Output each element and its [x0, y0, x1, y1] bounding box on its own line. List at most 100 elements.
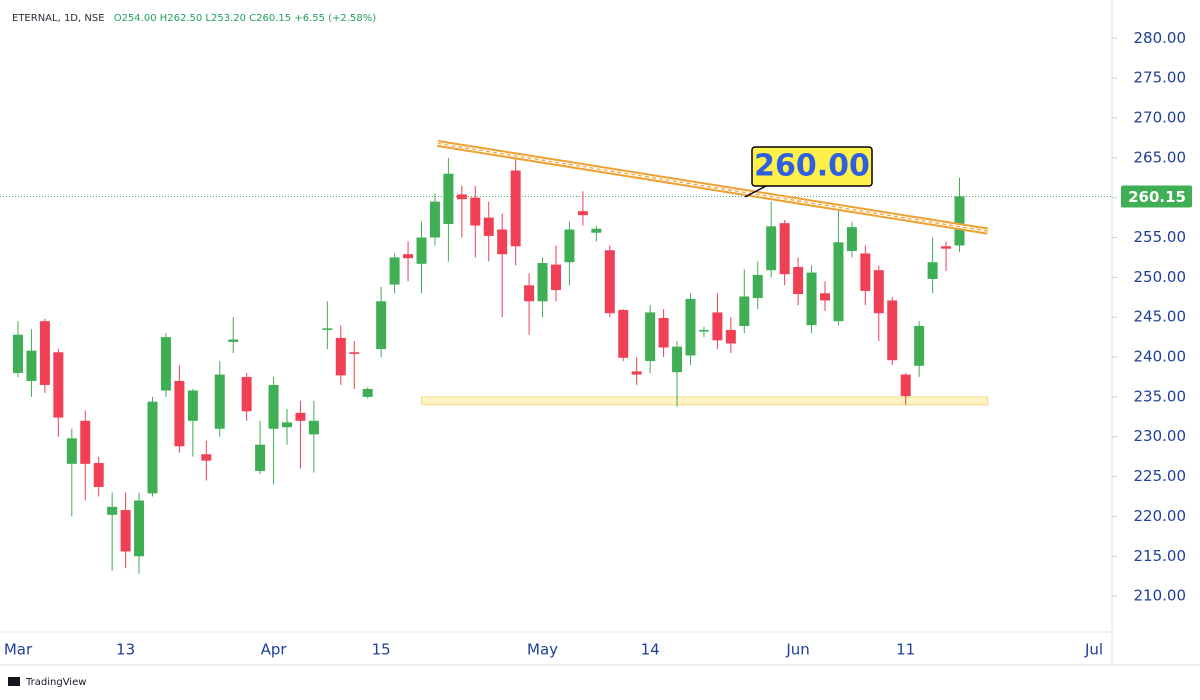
x-tick-label: May [527, 641, 558, 659]
candle-body [914, 325, 925, 366]
candle-body [322, 328, 333, 330]
support-band [421, 396, 989, 406]
last-price-label: 260.15 [1128, 188, 1186, 206]
candle-body [335, 337, 346, 376]
candle-body [846, 227, 857, 252]
candle-body [470, 197, 481, 226]
candle-body [873, 270, 884, 314]
candle-body [591, 228, 602, 233]
x-tick-label: Mar [4, 641, 33, 659]
candle-body [295, 412, 306, 421]
ohlc: O254.00 H262.50 L253.20 C260.15 +6.55 (+… [114, 13, 376, 24]
candle-body [255, 444, 266, 472]
y-tick-label: 250.00 [1134, 268, 1187, 286]
candle-body [860, 253, 871, 291]
candle-body [214, 374, 225, 429]
candle-body [308, 420, 319, 435]
candle-body [645, 312, 656, 362]
candle-body [820, 293, 830, 301]
y-tick-label: 230.00 [1134, 427, 1187, 445]
candle-body [524, 285, 535, 302]
candle-body [13, 334, 23, 373]
y-tick-label: 215.00 [1134, 547, 1187, 565]
y-tick-label: 255.00 [1134, 228, 1187, 246]
candle-body [698, 329, 709, 332]
candle-body [806, 272, 817, 326]
candle-body [389, 257, 400, 285]
candle-body [564, 229, 575, 263]
candle-body [93, 463, 104, 487]
candle-body [900, 374, 911, 397]
candle-body [954, 196, 965, 246]
candle-body [376, 301, 387, 350]
candle-body [497, 229, 508, 255]
y-tick-label: 270.00 [1134, 108, 1187, 126]
candle-body [725, 329, 736, 344]
x-tick-label: 11 [896, 641, 915, 659]
candle-body [362, 388, 373, 397]
candle-body [793, 266, 804, 295]
candle-body [672, 346, 683, 373]
callout: 260.00 [744, 146, 873, 198]
candle-body [80, 420, 91, 464]
candle-body [456, 194, 467, 200]
candle-body [282, 422, 292, 428]
y-tick-label: 280.00 [1134, 29, 1187, 47]
candle-body [927, 262, 938, 279]
y-tick-label: 220.00 [1134, 507, 1187, 525]
candle-body [537, 263, 548, 302]
callout-box [751, 146, 873, 187]
candle-body [160, 337, 171, 391]
candle-body [577, 211, 588, 216]
x-tick-label: 14 [641, 641, 660, 659]
candle-body [752, 274, 763, 299]
y-tick-label: 210.00 [1134, 587, 1187, 605]
candle-body [416, 237, 427, 264]
plot: 210.00 215.00 220.00 225.00 230.00 235.00 240.… [0, 29, 1186, 659]
candle-body [66, 438, 77, 464]
candle-body [134, 500, 145, 557]
candle-body [26, 350, 37, 381]
candle-body [685, 298, 696, 356]
y-tick-label: 275.00 [1134, 69, 1187, 87]
brand-logo [8, 677, 20, 686]
header: ETERNAL, 1D, NSE O254.00 H262.50 L253.20… [12, 13, 376, 24]
candle-body [658, 317, 669, 348]
last-price-tag [1121, 185, 1192, 208]
candle-body [833, 242, 844, 322]
candle-body [739, 296, 750, 326]
candle-body [147, 401, 158, 494]
x-tick-label: Jul [1084, 641, 1103, 659]
candle-body [631, 371, 642, 375]
candle-body [766, 226, 777, 271]
candle-body [403, 254, 414, 259]
candle-body [107, 506, 118, 515]
candle-body [712, 312, 723, 341]
x-tick-label: Jun [785, 641, 809, 659]
candle-body [349, 352, 360, 354]
candle-body [483, 217, 494, 236]
y-tick-label: 245.00 [1134, 308, 1187, 326]
y-tick-label: 240.00 [1134, 348, 1187, 366]
callout-text: 260.00 [754, 149, 870, 184]
candle-body [510, 170, 521, 247]
y-tick-label: 225.00 [1134, 467, 1187, 485]
symbol: ETERNAL, 1D, NSE [12, 13, 105, 24]
candle-body [604, 250, 615, 314]
x-tick-label: 13 [116, 641, 135, 659]
x-tick-label: Apr [261, 641, 288, 659]
candle-body [241, 376, 252, 412]
candle-body [887, 300, 898, 361]
y-tick-label: 235.00 [1134, 387, 1187, 405]
y-tick-label: 265.00 [1134, 148, 1187, 166]
candle-body [120, 510, 131, 552]
candle-body [551, 264, 561, 291]
candle-body [618, 310, 629, 358]
candle-body [443, 173, 454, 224]
callout-pointer [744, 185, 767, 198]
candle-body [53, 352, 64, 418]
brand: TradingView [8, 677, 86, 688]
candle-body [201, 454, 212, 461]
